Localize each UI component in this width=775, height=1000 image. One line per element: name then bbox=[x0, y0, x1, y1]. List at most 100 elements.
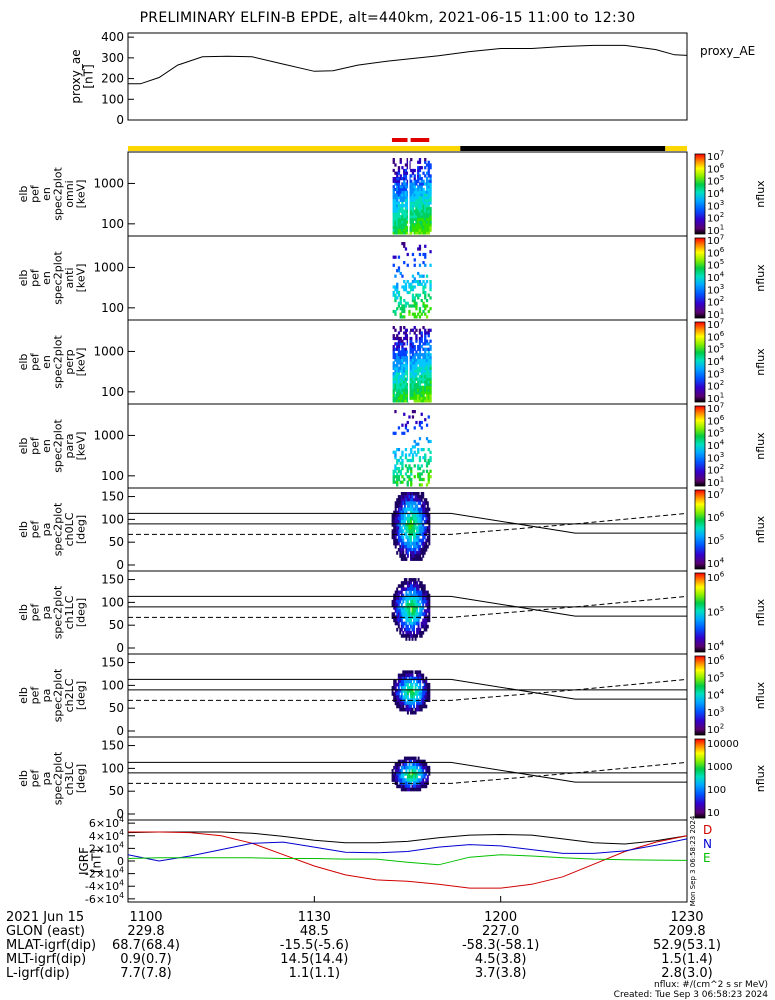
colorbar-tick-label: 103 bbox=[707, 199, 724, 213]
pitch-angle-ytick-label: 0 bbox=[116, 724, 124, 738]
igrf-ylabel: IGRF[nT] bbox=[77, 847, 104, 875]
colorbar bbox=[694, 153, 706, 235]
pitch-angle-ytick-label: 100 bbox=[101, 761, 124, 775]
colorbar-tick-label: 106 bbox=[707, 654, 725, 668]
colorbar-label: nflux bbox=[754, 264, 767, 292]
svg-text:perp: perp bbox=[63, 349, 76, 374]
svg-text:spec2plot: spec2plot bbox=[52, 668, 65, 722]
pitch-angle-ytick-label: 100 bbox=[101, 512, 124, 526]
ae-panel-frame bbox=[127, 32, 688, 121]
colorbar-tick-label: 102 bbox=[707, 723, 724, 737]
colorbar-label: nflux bbox=[754, 180, 767, 208]
loss-cone-line bbox=[128, 595, 687, 617]
svg-text:spec2plot: spec2plot bbox=[52, 167, 65, 221]
ephemeris-value: 1130 bbox=[298, 910, 331, 925]
orbit-bar bbox=[460, 146, 666, 151]
ephemeris-value: -15.5(-5.6) bbox=[280, 938, 349, 953]
science-zone-bar bbox=[410, 138, 430, 142]
colorbar bbox=[694, 655, 706, 736]
svg-text:pef: pef bbox=[29, 184, 42, 203]
colorbar-tick-label: 103 bbox=[707, 283, 724, 297]
svg-text:ch3LC: ch3LC bbox=[63, 761, 76, 795]
side-stamp: Mon Sep 3 06:58:23 2024 bbox=[689, 815, 697, 906]
ephemeris-row-label: MLT-igrf(dip) bbox=[6, 952, 86, 967]
spectrogram-ytick-label: 100 bbox=[101, 385, 124, 399]
svg-text:pa: pa bbox=[40, 772, 53, 786]
spectrogram-panel-frame bbox=[127, 235, 688, 321]
ephemeris-row-label: L-igrf(dip) bbox=[6, 966, 70, 981]
colorbar-label: nflux bbox=[754, 515, 767, 543]
spectrogram-ytick-label: 100 bbox=[101, 469, 124, 483]
loss-cone-line bbox=[128, 678, 687, 700]
igrf-series-line-total bbox=[127, 831, 688, 845]
igrf-ytick-label: 0 bbox=[117, 855, 124, 868]
svg-text:[nT]: [nT] bbox=[82, 64, 96, 88]
colorbar-tick-label: 107 bbox=[707, 488, 724, 502]
spectrogram-ytick-label: 100 bbox=[101, 217, 124, 231]
anti-loss-cone-line bbox=[128, 678, 688, 701]
colorbar-tick-label: 104 bbox=[707, 688, 725, 702]
pitch-angle-ytick-label: 50 bbox=[109, 784, 124, 798]
svg-text:pef: pef bbox=[29, 352, 42, 371]
svg-text:[keV]: [keV] bbox=[75, 348, 88, 377]
pitch-angle-ytick-label: 0 bbox=[116, 807, 124, 821]
svg-text:ch1LC: ch1LC bbox=[63, 595, 76, 629]
colorbar-tick-label: 101 bbox=[707, 308, 724, 322]
spectrogram-data bbox=[392, 158, 432, 235]
svg-text:[deg]: [deg] bbox=[75, 764, 88, 793]
colorbar bbox=[694, 738, 706, 819]
igrf-series-line-d bbox=[128, 831, 688, 889]
svg-text:pa: pa bbox=[40, 689, 53, 703]
colorbar-tick-label: 103 bbox=[707, 451, 724, 465]
ephemeris-value: 209.8 bbox=[668, 924, 705, 939]
svg-text:ch2LC: ch2LC bbox=[63, 678, 76, 712]
svg-text:omni: omni bbox=[63, 180, 76, 207]
svg-text:en: en bbox=[40, 187, 53, 201]
svg-text:pef: pef bbox=[29, 603, 42, 622]
colorbar-label: nflux bbox=[754, 598, 767, 626]
colorbar-tick-label: 10000 bbox=[707, 739, 739, 750]
colorbar-tick-label: 106 bbox=[707, 330, 725, 344]
colorbar-tick-label: 107 bbox=[707, 234, 724, 248]
spectrogram-ytick-label: 1000 bbox=[93, 176, 124, 190]
igrf-legend-n: N bbox=[703, 837, 712, 851]
pitch-angle-data bbox=[391, 492, 431, 561]
ephemeris-value: 1200 bbox=[484, 910, 517, 925]
svg-text:para: para bbox=[63, 434, 76, 459]
colorbar-tick-label: 100 bbox=[707, 785, 726, 796]
pitch-angle-ytick-label: 50 bbox=[109, 618, 124, 632]
svg-text:en: en bbox=[40, 271, 53, 285]
colorbar-tick-label: 10 bbox=[707, 808, 720, 819]
pitch-angle-ytick-label: 0 bbox=[116, 641, 124, 655]
igrf-ytick-label: -6×104 bbox=[85, 891, 124, 906]
svg-text:spec2plot: spec2plot bbox=[52, 335, 65, 389]
pitch-angle-ytick-label: 50 bbox=[109, 535, 124, 549]
igrf-ytick-label: -4×104 bbox=[85, 878, 124, 893]
spectrogram-ytick-label: 1000 bbox=[93, 260, 124, 274]
igrf-series-line-e bbox=[127, 854, 688, 866]
igrf-series-line-n bbox=[127, 838, 688, 862]
spectrogram-ytick-label: 100 bbox=[101, 301, 124, 315]
svg-text:elb: elb bbox=[17, 770, 30, 787]
colorbar bbox=[694, 405, 706, 487]
svg-text:pef: pef bbox=[29, 268, 42, 287]
pitch-angle-ytick-label: 150 bbox=[101, 490, 124, 504]
colorbar-tick-label: 104 bbox=[707, 557, 725, 571]
plot-title: PRELIMINARY ELFIN-B EPDE, alt=440km, 202… bbox=[139, 10, 636, 26]
svg-text:elb: elb bbox=[17, 521, 30, 538]
svg-text:elb: elb bbox=[17, 270, 30, 287]
colorbar-tick-label: 105 bbox=[707, 426, 724, 440]
ephemeris-value: 14.5(14.4) bbox=[280, 952, 348, 967]
spectrogram-ytick-label: 1000 bbox=[93, 344, 124, 358]
ephemeris-value: 1.5(1.4) bbox=[661, 952, 713, 967]
colorbar-tick-label: 103 bbox=[707, 367, 724, 381]
colorbar-tick-label: 107 bbox=[707, 150, 724, 164]
anti-loss-cone-line bbox=[128, 595, 688, 618]
ephemeris-value: 1230 bbox=[670, 910, 703, 925]
ae-ytick-label: 200 bbox=[101, 72, 124, 86]
